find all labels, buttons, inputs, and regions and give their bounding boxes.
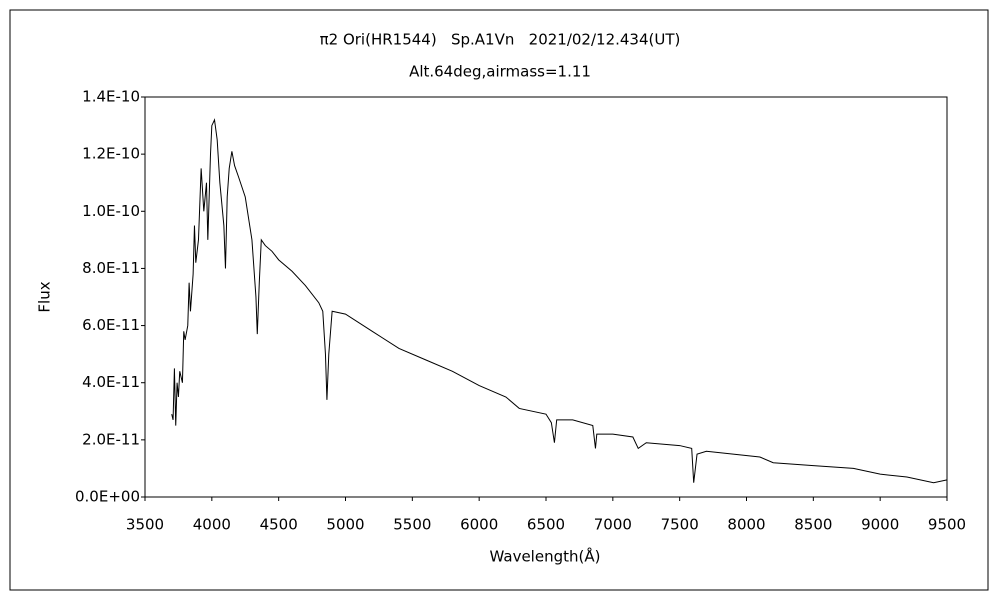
x-tick-label: 4500 (260, 516, 298, 534)
y-tick-label: 2.0E-11 (82, 430, 140, 448)
y-tick-label: 6.0E-11 (82, 316, 140, 334)
y-axis-label: Flux (36, 281, 54, 312)
y-tick-label: 1.2E-10 (82, 145, 140, 163)
x-axis-label: Wavelength(Å) (490, 547, 601, 566)
x-tick-label: 4000 (193, 516, 231, 534)
chart-title: π2 Ori(HR1544) Sp.A1Vn 2021/02/12.434(UT… (320, 31, 681, 49)
x-tick-label: 3500 (126, 516, 164, 534)
x-tick-label: 6000 (460, 516, 498, 534)
chart-subtitle: Alt.64deg,airmass=1.11 (409, 63, 591, 81)
x-tick-label: 5500 (393, 516, 431, 534)
plot-area (144, 96, 948, 498)
x-tick-label: 8000 (727, 516, 765, 534)
x-tick-label: 9000 (861, 516, 899, 534)
x-tick-label: 5000 (326, 516, 364, 534)
x-tick-label: 8500 (794, 516, 832, 534)
spectrum-line (171, 118, 948, 484)
y-tick-label: 1.0E-10 (82, 202, 140, 220)
x-tick-label: 7500 (661, 516, 699, 534)
y-tick-label: 0.0E+00 (75, 488, 140, 506)
y-tick-label: 8.0E-11 (82, 259, 140, 277)
x-tick-label: 6500 (527, 516, 565, 534)
x-tick-label: 9500 (928, 516, 966, 534)
x-tick-label: 7000 (594, 516, 632, 534)
y-tick-label: 4.0E-11 (82, 373, 140, 391)
y-tick-label: 1.4E-10 (82, 88, 140, 106)
